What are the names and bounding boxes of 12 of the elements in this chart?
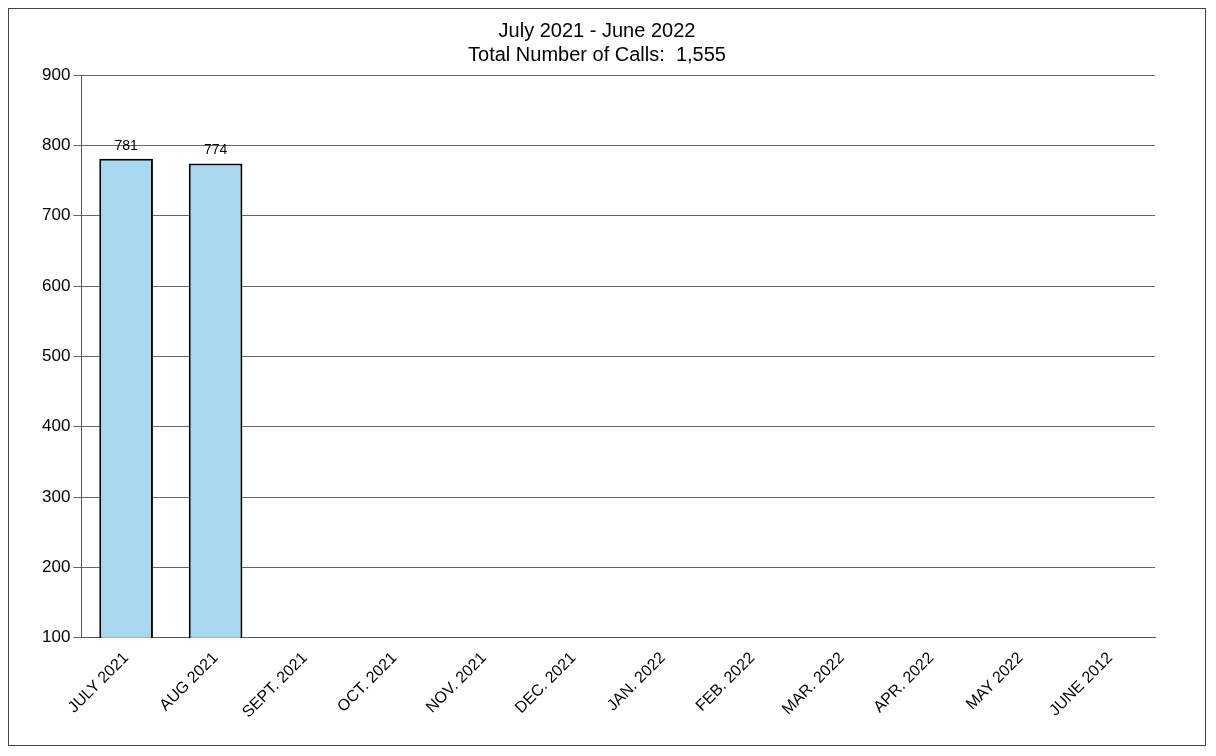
y-tick-label: 400 bbox=[41, 416, 71, 436]
chart-subtitle: Total Number of Calls: 1,555 bbox=[468, 42, 726, 65]
y-tick-label: 800 bbox=[41, 135, 71, 155]
y-tick-label: 700 bbox=[41, 205, 71, 225]
chart-title: July 2021 - June 2022 bbox=[498, 18, 696, 41]
y-tick-label: 600 bbox=[41, 275, 71, 295]
data-label: 774 bbox=[203, 141, 228, 158]
y-tick-label: 900 bbox=[41, 64, 71, 84]
y-tick-label: 100 bbox=[41, 627, 71, 647]
y-tick-label: 500 bbox=[41, 346, 71, 366]
y-tick-label: 200 bbox=[41, 557, 71, 577]
y-tick-label: 300 bbox=[41, 486, 71, 506]
